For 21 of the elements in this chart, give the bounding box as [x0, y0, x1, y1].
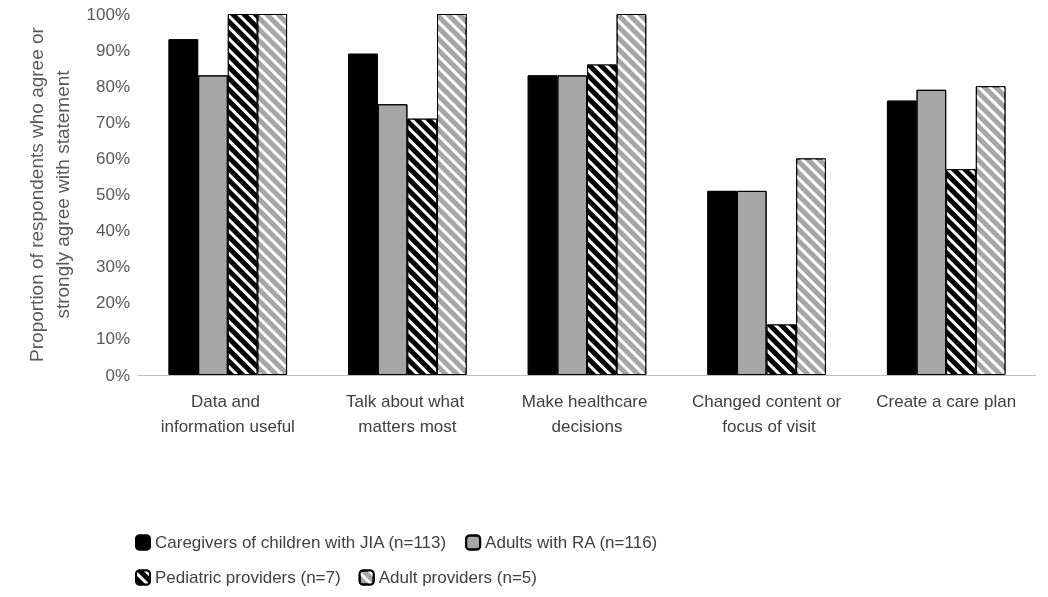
y-tick-label: 20%	[95, 293, 130, 313]
y-tick-label: 10%	[95, 329, 130, 349]
y-tick-label: 100%	[86, 4, 130, 24]
y-axis-title: Proportion of respondents who agree or strongly agree with statement	[26, 26, 74, 362]
y-tick-label: 0%	[105, 365, 130, 385]
y-tick-label: 90%	[95, 40, 130, 60]
legend-label: Adult providers (n=5)	[378, 568, 537, 587]
x-tick-label: Create a care plan	[876, 392, 1017, 411]
y-tick-label: 40%	[95, 221, 130, 241]
x-tick-label: Talk about what matters most	[345, 392, 469, 436]
x-tick-label: Data and information useful	[160, 392, 295, 436]
y-tick-label: 70%	[95, 112, 130, 132]
legend-label: Adults with RA (n=116)	[485, 533, 658, 552]
y-tick-label: 50%	[95, 185, 130, 204]
y-tick-label: 80%	[95, 76, 130, 96]
y-tick-label: 30%	[95, 257, 130, 277]
legend-label: Pediatric providers (n=7)	[155, 568, 341, 587]
x-tick-label: Make healthcare decisions	[521, 392, 653, 436]
x-tick-label: Changed content or focus of visit	[691, 392, 842, 436]
legend-label: Caregivers of children with JIA (n=113)	[155, 533, 447, 552]
y-tick-label: 60%	[95, 148, 130, 168]
